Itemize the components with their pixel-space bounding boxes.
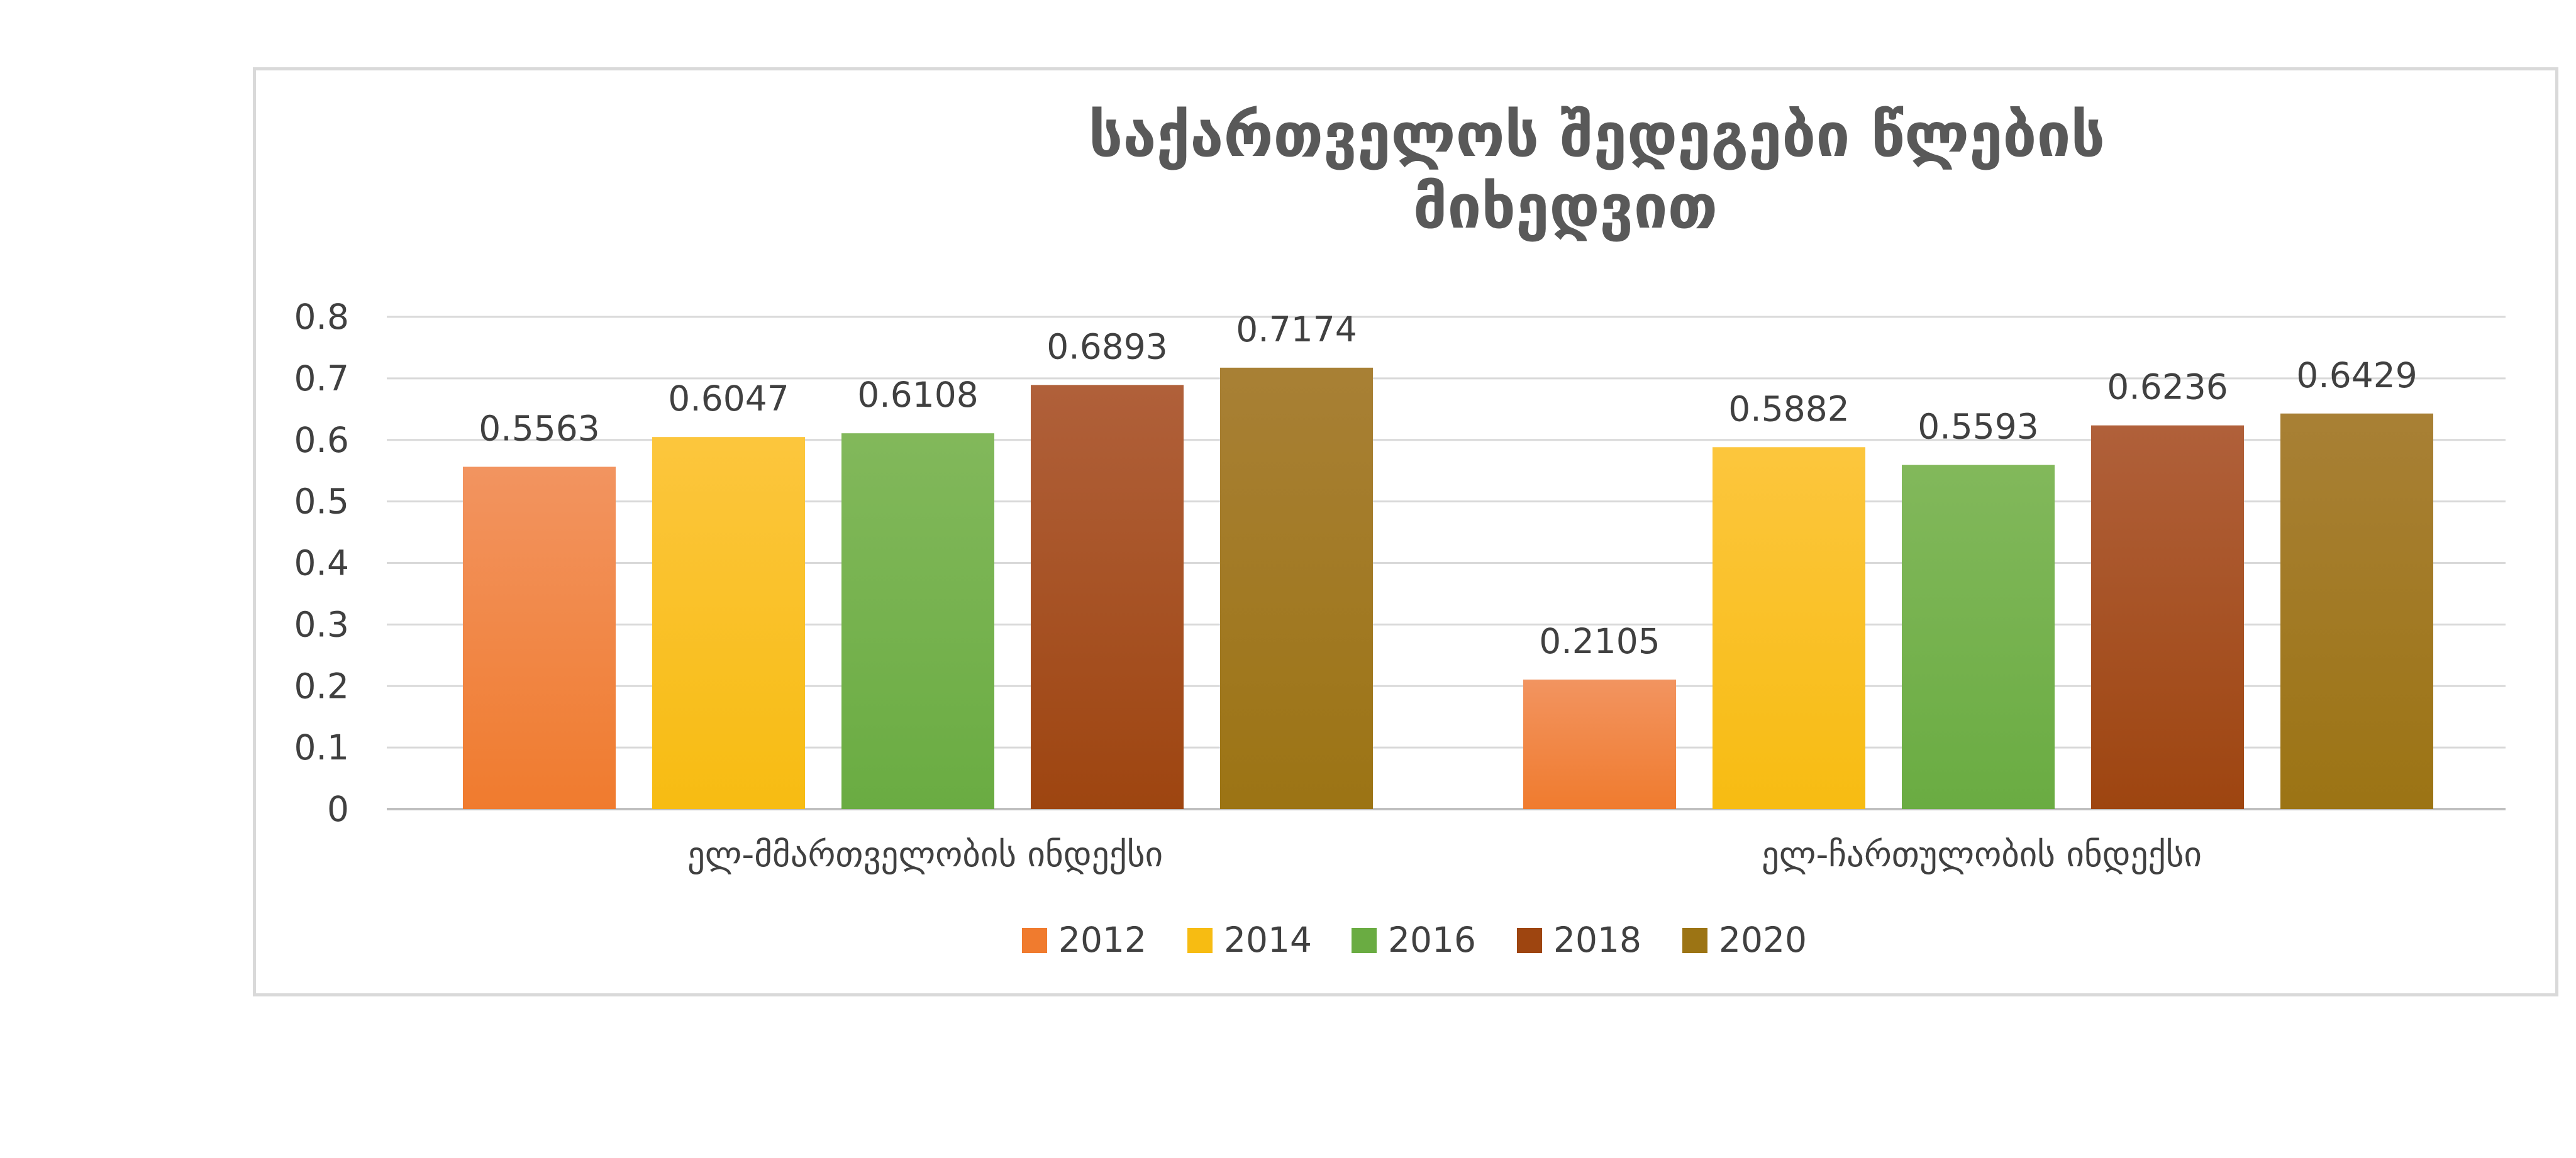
legend-swatch-2018 — [1517, 928, 1542, 953]
legend-label-2012: 2012 — [1058, 920, 1146, 960]
y-tick-label: 0.6 — [294, 420, 349, 460]
data-label: 0.5882 — [1728, 389, 1849, 429]
x-category-label: ელ-მმართველობის ინდექსი — [687, 834, 1163, 874]
bar-2014-2 — [1713, 447, 1865, 809]
y-tick-label: 0.1 — [294, 727, 349, 768]
data-label: 0.7174 — [1236, 309, 1357, 350]
chart-title-line-1: საქართველოს შედეგები წლების — [1089, 100, 2105, 170]
bar-2018-1 — [1031, 385, 1184, 809]
data-label: 0.2105 — [1539, 621, 1660, 661]
y-tick-label: 0.5 — [294, 482, 349, 522]
chart-frame: საქართველოს შედეგები წლების მიხედვით 0 0.… — [253, 67, 2558, 996]
legend-label-2018: 2018 — [1553, 920, 1641, 960]
data-label: 0.5563 — [479, 409, 599, 449]
bar-2012-2 — [1523, 679, 1676, 809]
chart-title: საქართველოს შედეგები წლების მიხედვით — [1089, 100, 2105, 242]
y-tick-label: 0.4 — [294, 543, 349, 583]
legend-swatch-2020 — [1682, 928, 1707, 953]
legend-swatch-2014 — [1187, 928, 1213, 953]
bar-2020-2 — [2280, 413, 2433, 809]
bar-2020-1 — [1220, 367, 1373, 809]
data-label: 0.6108 — [857, 375, 978, 415]
data-label: 0.5593 — [1918, 407, 2038, 447]
legend-label-2020: 2020 — [1719, 920, 1807, 960]
chart-title-line-2: მიხედვით — [1413, 172, 1718, 242]
y-tick-label: 0.2 — [294, 666, 349, 706]
y-tick-label: 0.7 — [294, 358, 349, 399]
y-axis-ticks: 0 0.1 0.2 0.3 0.4 0.5 0.6 0.7 0.8 — [294, 297, 349, 829]
x-category-label: ელ-ჩართულობის ინდექსი — [1762, 834, 2202, 874]
data-label: 0.6429 — [2296, 355, 2417, 395]
legend-swatch-2016 — [1352, 928, 1377, 953]
data-label: 0.6893 — [1046, 326, 1167, 367]
bars — [463, 367, 2433, 809]
bar-chart: საქართველოს შედეგები წლების მიხედვით 0 0.… — [294, 100, 2506, 960]
data-label: 0.6236 — [2107, 367, 2228, 407]
y-tick-label: 0.8 — [294, 297, 349, 337]
legend-label-2014: 2014 — [1224, 920, 1312, 960]
bar-2014-1 — [652, 437, 805, 809]
data-label: 0.6047 — [668, 378, 789, 419]
legend: 2012 2014 2016 2018 2020 — [1022, 920, 1807, 960]
legend-label-2016: 2016 — [1388, 920, 1476, 960]
y-tick-label: 0.3 — [294, 604, 349, 644]
data-labels: 0.5563 0.6047 0.6108 0.6893 0.7174 0.2105 0.58… — [479, 309, 2417, 661]
bar-2016-2 — [1902, 465, 2055, 809]
legend-swatch-2012 — [1022, 928, 1047, 953]
x-axis-categories: ელ-მმართველობის ინდექსი ელ-ჩართულობის ინდ… — [687, 834, 2202, 874]
y-tick-label: 0 — [327, 789, 349, 829]
bar-2016-1 — [841, 433, 994, 809]
bar-2018-2 — [2091, 425, 2244, 809]
bar-2012-1 — [463, 466, 616, 809]
